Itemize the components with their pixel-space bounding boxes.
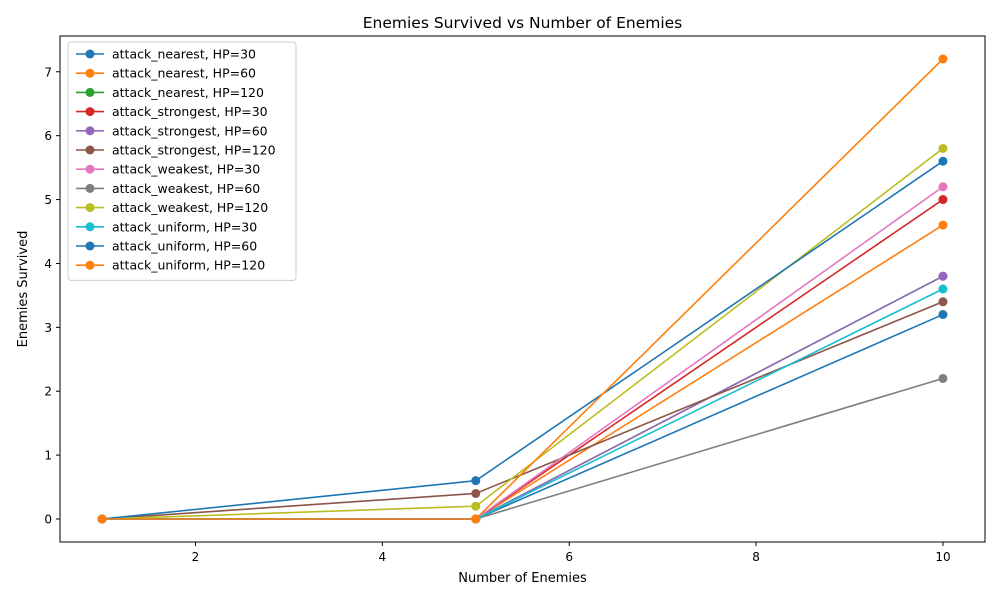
legend-item: attack_strongest, HP=60	[76, 123, 268, 138]
legend-marker	[85, 222, 95, 232]
data-point	[938, 195, 948, 205]
plot-area	[59, 35, 986, 543]
x-axis-label: Number of Enemies	[458, 571, 587, 586]
legend-item: attack_uniform, HP=120	[76, 258, 265, 273]
legend-item: attack_uniform, HP=30	[76, 219, 257, 234]
legend-item: attack_strongest, HP=120	[76, 143, 276, 158]
legend: attack_nearest, HP=30 attack_nearest, HP=…	[67, 41, 297, 281]
legend-marker	[85, 183, 95, 193]
y-tick-label: 7	[44, 65, 52, 79]
legend-marker	[85, 164, 95, 174]
y-tick-label: 0	[44, 513, 52, 527]
x-tick-label: 4	[379, 550, 387, 564]
legend-marker	[85, 49, 95, 59]
y-tick-label: 3	[44, 321, 52, 335]
data-point	[938, 182, 948, 192]
legend-label: attack_nearest, HP=60	[112, 66, 256, 81]
data-point	[938, 54, 948, 64]
legend-item: attack_strongest, HP=30	[76, 104, 268, 119]
y-axis: 0 1 2 3 4 5 6 7	[44, 65, 60, 527]
legend-label: attack_weakest, HP=60	[112, 181, 260, 196]
data-point	[938, 271, 948, 281]
legend-label: attack_nearest, HP=30	[112, 47, 256, 62]
chart-title: Enemies Survived vs Number of Enemies	[363, 14, 683, 32]
data-point	[938, 284, 948, 294]
legend-box	[67, 41, 297, 281]
data-point	[97, 514, 107, 524]
data-point	[471, 514, 481, 524]
legend-item: attack_uniform, HP=60	[76, 239, 257, 254]
x-tick-label: 8	[752, 550, 760, 564]
series-1	[97, 310, 948, 524]
x-tick-label: 2	[192, 550, 200, 564]
legend-label: attack_weakest, HP=30	[112, 162, 260, 177]
series-line	[102, 275, 944, 520]
legend-marker	[85, 260, 95, 270]
data-point	[938, 373, 948, 383]
y-axis-label: Enemies Survived	[16, 231, 31, 348]
legend-label: attack_weakest, HP=120	[112, 200, 268, 215]
legend-label: attack_strongest, HP=120	[112, 143, 276, 158]
data-point	[938, 297, 948, 307]
legend-item: attack_nearest, HP=120	[76, 85, 264, 100]
legend-item: attack_weakest, HP=60	[76, 181, 260, 196]
y-tick-label: 2	[44, 385, 52, 399]
data-point	[471, 501, 481, 511]
series-12	[97, 54, 948, 524]
legend-item: attack_nearest, HP=60	[76, 66, 256, 81]
y-tick-label: 6	[44, 129, 52, 143]
data-point	[938, 143, 948, 153]
series-layer	[97, 54, 948, 524]
legend-marker	[85, 241, 95, 251]
legend-label: attack_strongest, HP=30	[112, 104, 268, 119]
x-tick-label: 10	[935, 550, 950, 564]
legend-label: attack_nearest, HP=120	[112, 85, 264, 100]
legend-label: attack_uniform, HP=30	[112, 219, 257, 234]
x-tick-label: 6	[565, 550, 573, 564]
y-tick-label: 5	[44, 193, 52, 207]
x-axis: 2 4 6 8 10	[192, 542, 951, 564]
legend-marker	[85, 145, 95, 155]
legend-marker	[85, 203, 95, 213]
series-line	[102, 288, 944, 520]
legend-marker	[85, 126, 95, 136]
legend-marker	[85, 87, 95, 97]
legend-item: attack_weakest, HP=120	[76, 200, 268, 215]
legend-label: attack_strongest, HP=60	[112, 123, 268, 138]
legend-marker	[85, 68, 95, 78]
legend-label: attack_uniform, HP=120	[112, 258, 265, 273]
data-point	[938, 310, 948, 320]
data-point	[471, 476, 481, 486]
y-tick-label: 1	[44, 449, 52, 463]
data-point	[938, 156, 948, 166]
data-point	[938, 220, 948, 230]
y-tick-label: 4	[44, 257, 52, 271]
data-point	[471, 488, 481, 498]
legend-marker	[85, 107, 95, 117]
legend-item: attack_weakest, HP=30	[76, 162, 260, 177]
legend-item: attack_nearest, HP=30	[76, 47, 256, 62]
legend-label: attack_uniform, HP=60	[112, 239, 257, 254]
series-line	[102, 275, 944, 520]
